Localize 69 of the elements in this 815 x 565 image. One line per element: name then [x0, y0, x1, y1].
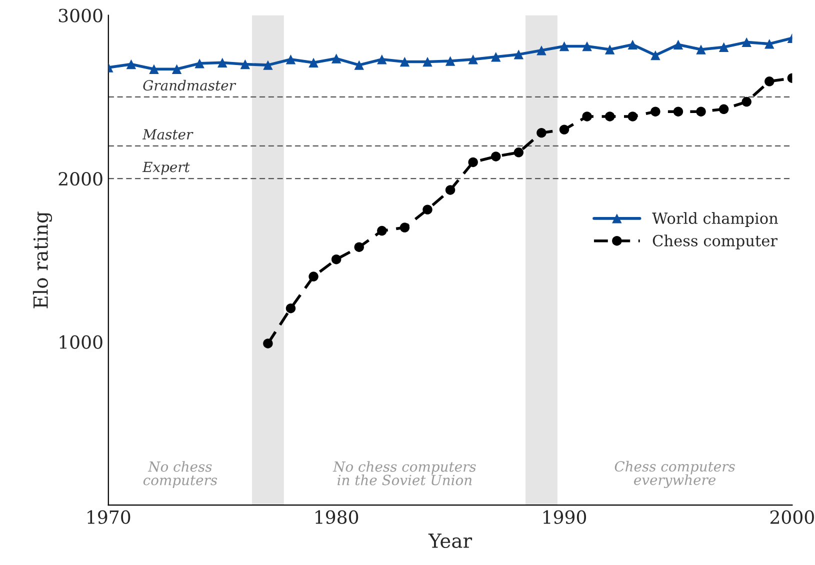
- x-axis-title: Year: [428, 534, 472, 548]
- point: [126, 59, 136, 70]
- y-axis-title: Elo rating: [32, 212, 52, 308]
- annotation: Chess computers everywhere: [614, 460, 735, 488]
- y-tick-label: 2000: [58, 172, 102, 186]
- point: [218, 58, 228, 68]
- point: [468, 157, 478, 168]
- x-tick-label: 1990: [543, 510, 586, 524]
- point: [650, 50, 660, 60]
- point: [377, 54, 387, 64]
- point: [400, 56, 410, 67]
- point: [400, 222, 410, 232]
- point: [764, 76, 774, 86]
- x-tick-label: 1970: [88, 510, 130, 524]
- point: [536, 128, 546, 138]
- point: [422, 56, 432, 67]
- point: [286, 54, 296, 64]
- point: [536, 46, 546, 56]
- ref-line-label: Grandmaster: [143, 80, 236, 91]
- point: [582, 112, 592, 122]
- point: [331, 254, 342, 264]
- point: [582, 41, 592, 52]
- x-tick-label: 1980: [316, 510, 358, 524]
- legend-label: Chess computer: [652, 234, 778, 250]
- legend-label: World champion: [652, 212, 778, 227]
- point: [194, 58, 204, 68]
- x-tick-label: 2000: [770, 510, 814, 524]
- point: [718, 42, 729, 52]
- point: [514, 50, 524, 60]
- point: [604, 112, 615, 122]
- point: [764, 38, 774, 49]
- point: [354, 60, 364, 70]
- point: [445, 185, 456, 195]
- point: [445, 56, 456, 66]
- point: [149, 64, 159, 74]
- point: [628, 112, 638, 122]
- point: [422, 204, 432, 214]
- point: [718, 104, 729, 114]
- point: [673, 106, 684, 116]
- point: [172, 64, 182, 74]
- point: [514, 148, 524, 158]
- point: [377, 226, 387, 236]
- point: [650, 106, 660, 116]
- point: [559, 41, 570, 52]
- point: [240, 59, 250, 70]
- point: [559, 124, 570, 134]
- point: [331, 54, 342, 64]
- point: [673, 40, 684, 50]
- point: [491, 52, 501, 62]
- point: [263, 60, 273, 70]
- point: [696, 106, 706, 116]
- point: [468, 54, 478, 64]
- ref-line-label: Master: [142, 129, 194, 140]
- point: [742, 96, 752, 107]
- ref-line-label: Expert: [142, 162, 190, 175]
- point: [696, 44, 706, 54]
- point: [308, 272, 318, 282]
- annotation: No chess computers: [143, 461, 218, 488]
- point: [354, 242, 364, 252]
- y-tick-label: 3000: [58, 8, 102, 22]
- point: [491, 152, 501, 162]
- y-tick-label: 1000: [60, 335, 102, 349]
- point: [604, 44, 615, 54]
- point: [308, 58, 318, 68]
- point: [742, 37, 752, 48]
- annotation: No chess computers in the Soviet Union: [332, 461, 476, 486]
- point: [628, 40, 638, 50]
- point: [286, 303, 296, 314]
- point: [263, 338, 273, 348]
